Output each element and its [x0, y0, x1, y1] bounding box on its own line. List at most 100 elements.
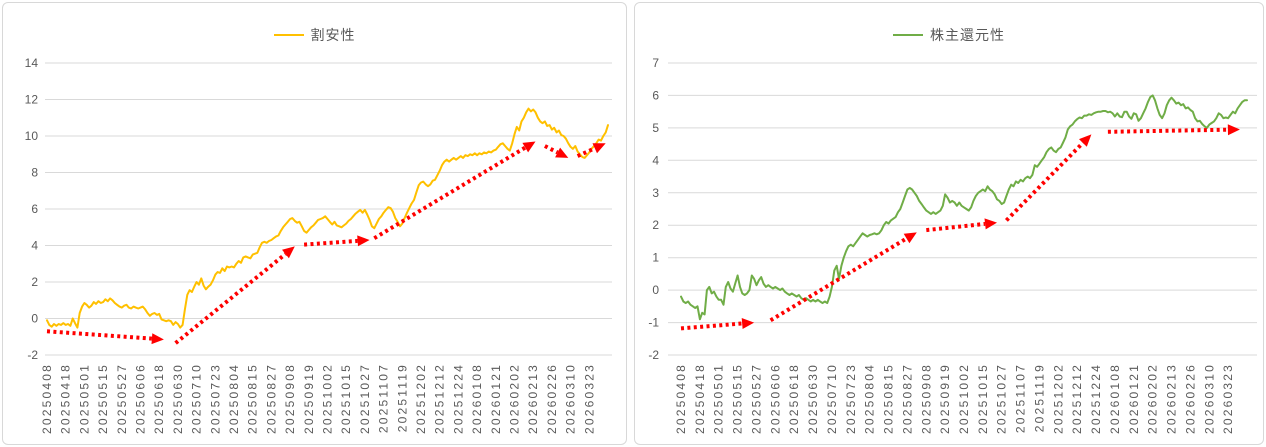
- x-tick-label: 20251002: [321, 363, 335, 434]
- x-tick-label: 20250606: [768, 363, 782, 434]
- legend-undervaluation: 割安性: [3, 25, 626, 45]
- series-line: [680, 94, 1248, 321]
- y-tick-label: 14: [25, 56, 39, 70]
- y-tick-label: 10: [25, 129, 39, 143]
- gridlines-and-y-ticks: -2 0 2 4 6 8 10 12 14: [25, 56, 612, 362]
- x-tick-label: 20250515: [731, 363, 745, 434]
- y-tick-label: 4: [31, 239, 38, 253]
- y-tick-label: -1: [648, 316, 659, 330]
- gridlines-and-y-ticks: -2 -1 0 1 2 3 4 5 6 7: [648, 56, 1257, 362]
- trend-arrow-head: [151, 333, 164, 345]
- x-tick-labels: 20250408 20250418 20250501 20250515 20250527…: [674, 363, 1235, 434]
- x-tick-label: 20250815: [882, 363, 896, 434]
- x-tick-label: 20251119: [1033, 363, 1047, 432]
- x-tick-label: 20260213: [526, 363, 540, 434]
- x-tick-label: 20260226: [545, 363, 559, 434]
- y-tick-label: 0: [31, 312, 38, 326]
- x-tick-label: 20251107: [1014, 363, 1028, 433]
- x-tick-label: 20260323: [582, 363, 596, 434]
- x-tick-label: 20250527: [115, 363, 129, 434]
- x-tick-label: 20250618: [152, 363, 166, 434]
- trend-arrow-body: [769, 236, 908, 323]
- x-tick-label: 20250501: [77, 363, 91, 434]
- y-tick-label: 12: [25, 93, 39, 107]
- x-tick-label: 20250606: [134, 363, 148, 434]
- trend-arrow-head: [1227, 124, 1240, 136]
- y-tick-label: 3: [652, 186, 659, 200]
- x-tick-label: 20250804: [227, 363, 241, 434]
- x-tick-label: 20250919: [938, 363, 952, 434]
- trend-arrow-body: [543, 144, 559, 155]
- series-line: [46, 107, 609, 329]
- y-tick-label: -2: [648, 348, 659, 362]
- x-tick-label: 20250723: [208, 363, 222, 434]
- x-tick-label: 20250827: [900, 363, 914, 434]
- x-tick-label: 20260310: [564, 363, 578, 434]
- x-tick-label: 20260108: [470, 363, 484, 434]
- y-tick-label: 6: [31, 202, 38, 216]
- x-tick-label: 20250908: [283, 363, 297, 434]
- x-tick-label: 20251015: [976, 363, 990, 434]
- x-tick-label: 20260310: [1202, 363, 1216, 434]
- trend-arrow-head: [555, 147, 569, 158]
- legend-line-swatch: [273, 34, 304, 36]
- x-tick-label: 20251224: [1089, 363, 1103, 434]
- y-tick-label: -2: [27, 348, 38, 362]
- x-tick-label: 20260121: [489, 363, 503, 434]
- x-tick-label: 20251212: [433, 363, 447, 434]
- legend-label: 割安性: [310, 27, 356, 43]
- x-tick-label: 20250908: [919, 363, 933, 434]
- x-tick-label: 20251002: [957, 363, 971, 434]
- x-tick-label: 20251015: [339, 363, 353, 434]
- y-tick-label: 0: [652, 283, 659, 297]
- x-tick-labels: 20250408 20250418 20250501 20250515 20250527…: [40, 363, 596, 434]
- y-tick-label: 7: [652, 56, 659, 70]
- y-tick-label: 2: [652, 218, 659, 232]
- x-tick-label: 20251212: [1070, 363, 1084, 434]
- trend-arrow-head: [741, 318, 755, 329]
- trend-arrow-head: [984, 218, 997, 230]
- y-tick-label: 2: [31, 275, 38, 289]
- x-tick-label: 20250515: [96, 363, 110, 434]
- line-chart-shareholder-return: -2 -1 0 1 2 3 4 5 6 7 20250408 20250418 20250501 2025…: [635, 3, 1263, 444]
- chart-panel-undervaluation: 割安性 -2 0 2 4 6 8 10 12 14 20250408 20250418 2025050…: [2, 2, 627, 445]
- trend-arrow-head: [903, 232, 917, 244]
- y-tick-label: 1: [652, 251, 659, 265]
- x-tick-label: 20250630: [171, 363, 185, 434]
- y-tick-label: 8: [31, 166, 38, 180]
- trend-arrow-body: [303, 238, 358, 247]
- trend-arrow-body: [680, 321, 743, 331]
- x-tick-label: 20260108: [1108, 363, 1122, 434]
- x-tick-label: 20250408: [674, 363, 688, 434]
- legend-label: 株主還元性: [930, 27, 1005, 43]
- trend-arrow-head: [357, 235, 370, 247]
- x-tick-label: 20260213: [1165, 363, 1179, 434]
- x-tick-label: 20251202: [1051, 363, 1065, 434]
- x-tick-label: 20250723: [844, 363, 858, 434]
- trend-arrow-body: [576, 146, 596, 158]
- x-tick-label: 20250527: [750, 363, 764, 434]
- line-chart-undervaluation: -2 0 2 4 6 8 10 12 14 20250408 20250418 20250501 202…: [3, 3, 626, 444]
- x-tick-label: 20250815: [246, 363, 260, 434]
- x-tick-label: 20250919: [302, 363, 316, 434]
- x-tick-label: 20250418: [59, 363, 73, 434]
- trend-arrow-body: [1107, 127, 1228, 134]
- trend-arrow-head: [1079, 134, 1092, 147]
- x-tick-label: 20260226: [1183, 363, 1197, 434]
- x-tick-label: 20260202: [1146, 363, 1160, 434]
- y-tick-label: 5: [652, 121, 659, 135]
- x-tick-label: 20251224: [451, 363, 465, 434]
- x-tick-label: 20250418: [693, 363, 707, 434]
- x-tick-label: 20260121: [1127, 363, 1141, 434]
- x-tick-label: 20250630: [806, 363, 820, 434]
- x-tick-label: 20260202: [508, 363, 522, 434]
- x-tick-label: 20250501: [712, 363, 726, 434]
- x-tick-label: 20250618: [787, 363, 801, 434]
- x-tick-label: 20260323: [1221, 363, 1235, 434]
- x-tick-label: 20250804: [863, 363, 877, 434]
- legend-line-swatch: [893, 34, 923, 36]
- x-tick-label: 20251107: [377, 363, 391, 433]
- trend-arrow-head: [282, 246, 295, 259]
